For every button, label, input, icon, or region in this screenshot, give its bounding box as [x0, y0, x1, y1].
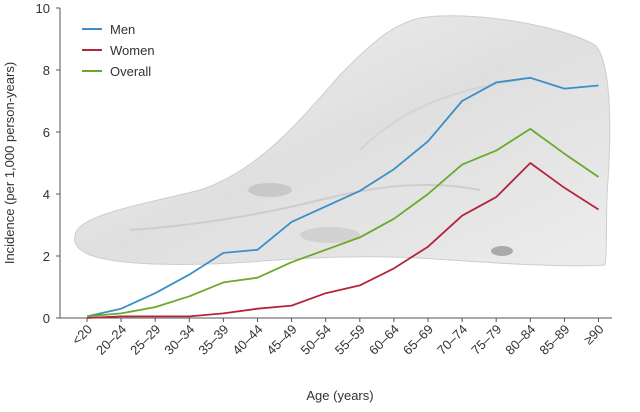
legend-label-women: Women: [110, 43, 155, 58]
y-axis-title: Incidence (per 1,000 person-years): [2, 62, 17, 264]
x-axis-title: Age (years): [306, 388, 373, 403]
x-tick-label: 35–39: [195, 322, 231, 358]
x-tick-label: 30–34: [161, 322, 197, 358]
x-tick-label: 20–24: [93, 322, 129, 358]
x-tick-label: 70–74: [434, 322, 470, 358]
y-axis-ticks: 0 2 4 6 8 10: [36, 1, 60, 326]
y-tick-label: 2: [43, 249, 50, 264]
y-tick-label: 4: [43, 187, 50, 202]
series-lines: [86, 76, 600, 319]
x-tick-label: 45–49: [264, 322, 300, 358]
x-tick-label: 50–54: [298, 322, 334, 358]
series-line-men: [86, 76, 599, 318]
x-tick-label: 60–64: [366, 322, 402, 358]
x-tick-label: 25–29: [127, 322, 163, 358]
legend-label-overall: Overall: [110, 64, 151, 79]
x-tick-label: 75–79: [468, 322, 504, 358]
x-tick-label: 85–89: [536, 322, 572, 358]
y-tick-label: 0: [43, 311, 50, 326]
y-tick-label: 6: [43, 125, 50, 140]
x-axis-ticks: <2020–2425–2930–3435–3940–4445–4950–5455…: [69, 318, 607, 358]
x-tick-label: 65–69: [400, 322, 436, 358]
x-tick-label: 80–84: [502, 322, 538, 358]
series-line-overall: [86, 127, 600, 318]
series-line-women: [86, 162, 599, 319]
x-tick-label: 40–44: [229, 322, 265, 358]
x-tick-label: 55–59: [332, 322, 368, 358]
legend-label-men: Men: [110, 22, 135, 37]
x-tick-label: <20: [69, 322, 95, 348]
foot-illustration: [74, 15, 611, 267]
y-tick-label: 10: [36, 1, 50, 16]
x-tick-label: ≥90: [581, 322, 607, 348]
y-tick-label: 8: [43, 63, 50, 78]
legend: Men Women Overall: [82, 22, 155, 79]
